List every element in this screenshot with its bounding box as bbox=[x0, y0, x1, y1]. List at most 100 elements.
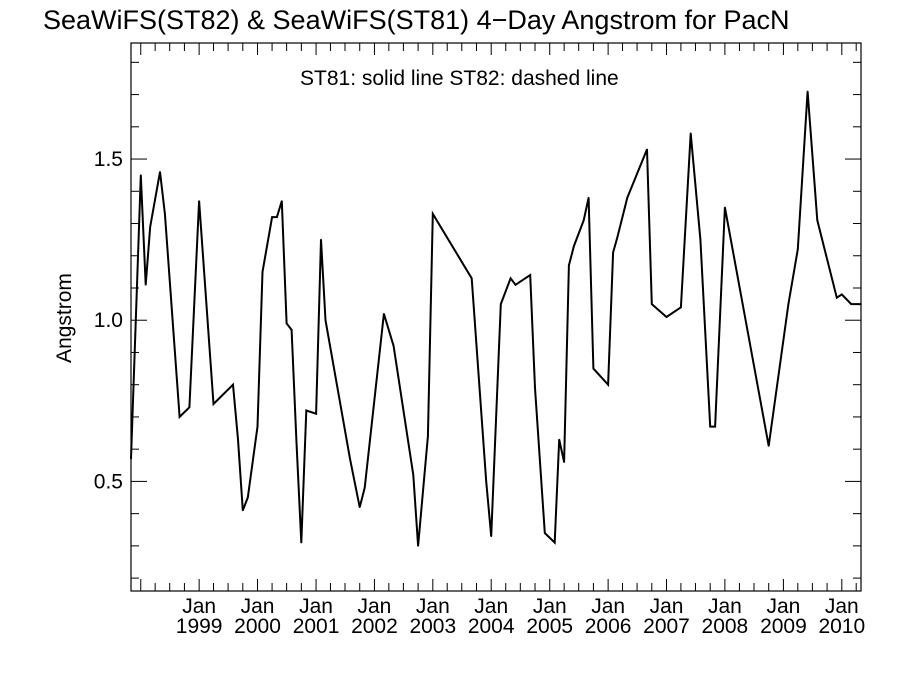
data-point bbox=[841, 293, 843, 296]
data-point bbox=[607, 383, 609, 386]
y-tick-label: 0.5 bbox=[94, 470, 123, 493]
x-tick-year-label: 2008 bbox=[702, 615, 749, 638]
data-point bbox=[500, 303, 502, 305]
data-point bbox=[305, 409, 308, 412]
data-point bbox=[568, 264, 570, 267]
data-point bbox=[412, 474, 415, 476]
data-point bbox=[534, 387, 536, 389]
data-point bbox=[860, 303, 862, 305]
data-point bbox=[767, 445, 770, 447]
x-tick-year-label: 2009 bbox=[760, 615, 807, 638]
data-point bbox=[427, 435, 429, 438]
plot-frame bbox=[130, 42, 862, 592]
x-tick-year-label: 2007 bbox=[643, 615, 690, 638]
data-point bbox=[582, 219, 585, 222]
data-point bbox=[709, 425, 711, 428]
data-point bbox=[300, 541, 303, 544]
data-point bbox=[144, 284, 147, 286]
data-point bbox=[612, 251, 614, 254]
y-axis-label: Angstrom bbox=[53, 273, 76, 363]
data-point bbox=[714, 425, 716, 428]
data-point bbox=[232, 383, 234, 386]
data-point bbox=[295, 441, 298, 444]
data-point bbox=[836, 296, 838, 299]
data-point bbox=[514, 284, 517, 286]
data-point bbox=[276, 216, 278, 218]
data-point bbox=[787, 303, 790, 305]
data-point bbox=[237, 438, 239, 441]
data-point bbox=[349, 458, 351, 460]
x-tick-month-label: Jan bbox=[182, 595, 216, 618]
data-point bbox=[173, 348, 176, 351]
data-point bbox=[285, 322, 288, 325]
data-point bbox=[383, 313, 385, 315]
data-point bbox=[130, 458, 132, 460]
data-point bbox=[553, 541, 556, 544]
data-point bbox=[281, 200, 283, 202]
data-point bbox=[592, 367, 595, 370]
x-tick-month-label: Jan bbox=[591, 595, 625, 618]
data-point bbox=[724, 206, 726, 209]
x-tick-month-label: Jan bbox=[416, 595, 450, 618]
x-tick-year-label: 2003 bbox=[409, 615, 456, 638]
x-tick-year-label: 2002 bbox=[351, 615, 398, 638]
data-point bbox=[212, 403, 215, 405]
data-point bbox=[140, 174, 142, 176]
x-tick-month-label: Jan bbox=[241, 595, 275, 618]
data-point bbox=[509, 277, 512, 280]
data-point bbox=[188, 406, 191, 409]
data-point bbox=[651, 303, 653, 305]
data-point bbox=[699, 238, 702, 241]
data-point bbox=[261, 271, 264, 273]
data-point bbox=[529, 274, 531, 276]
data-point bbox=[320, 238, 322, 241]
y-tick-label: 1.5 bbox=[94, 148, 123, 171]
y-tick-label: 1.0 bbox=[94, 309, 123, 332]
data-point bbox=[680, 306, 682, 309]
data-point bbox=[797, 248, 799, 251]
data-point bbox=[247, 496, 249, 499]
data-point bbox=[855, 303, 857, 305]
data-point bbox=[178, 416, 181, 418]
x-tick-month-label: Jan bbox=[299, 595, 333, 618]
x-tick-month-label: Jan bbox=[358, 595, 392, 618]
data-point bbox=[358, 506, 361, 509]
x-tick-year-label: 2000 bbox=[234, 615, 281, 638]
x-tick-year-label: 2006 bbox=[585, 615, 632, 638]
data-point bbox=[806, 90, 809, 93]
x-tick-month-label: Jan bbox=[766, 595, 800, 618]
series-style-annotation: ST81: solid line ST82: dashed line bbox=[300, 67, 619, 90]
data-point bbox=[242, 509, 244, 512]
data-point bbox=[563, 461, 565, 463]
data-point bbox=[816, 219, 819, 222]
data-point bbox=[646, 148, 648, 151]
series-line-st81 bbox=[130, 91, 861, 546]
x-tick-year-label: 2010 bbox=[818, 615, 865, 638]
y-axis-ticks: 0.5 1.0 1.5 bbox=[94, 61, 861, 579]
data-point bbox=[256, 425, 259, 428]
data-point bbox=[558, 438, 560, 441]
data-point bbox=[490, 535, 493, 537]
data-point bbox=[587, 196, 590, 199]
data-point bbox=[689, 132, 692, 135]
data-point bbox=[485, 480, 488, 483]
x-tick-year-label: 2005 bbox=[526, 615, 573, 638]
x-tick-month-label: Jan bbox=[533, 595, 567, 618]
data-point bbox=[392, 345, 395, 347]
data-point bbox=[417, 545, 419, 547]
data-point bbox=[665, 316, 668, 318]
x-tick-month-label: Jan bbox=[650, 595, 684, 618]
data-point bbox=[432, 213, 434, 215]
data-point bbox=[544, 532, 546, 534]
data-point bbox=[164, 213, 166, 215]
data-point bbox=[159, 171, 161, 173]
data-point bbox=[324, 319, 327, 322]
x-tick-year-label: 2004 bbox=[468, 615, 515, 638]
data-point bbox=[290, 329, 293, 331]
data-point bbox=[363, 487, 366, 489]
data-point bbox=[149, 225, 151, 228]
x-tick-month-label: Jan bbox=[474, 595, 508, 618]
data-point bbox=[315, 412, 317, 415]
data-point bbox=[271, 216, 273, 218]
